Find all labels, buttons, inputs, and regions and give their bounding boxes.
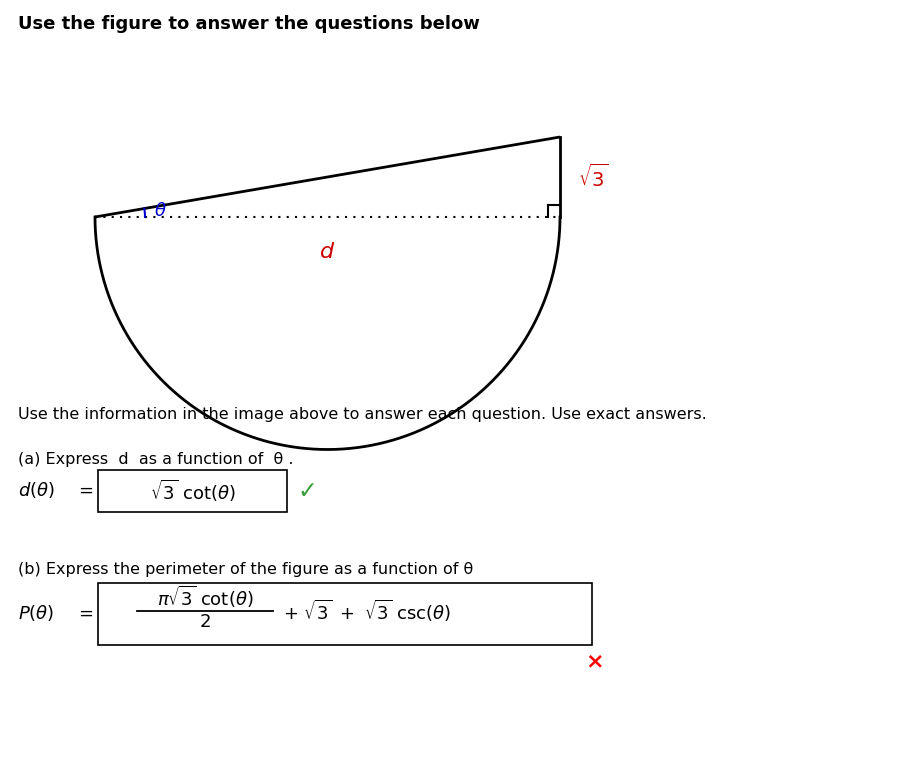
Text: $=$: $=$ — [75, 604, 93, 622]
Text: ✓: ✓ — [297, 479, 317, 503]
Text: $d$: $d$ — [319, 242, 335, 262]
Text: $2$: $2$ — [199, 613, 211, 631]
FancyBboxPatch shape — [98, 470, 287, 512]
Text: $\sqrt{3}$: $\sqrt{3}$ — [578, 163, 609, 190]
Text: $\theta$: $\theta$ — [154, 202, 167, 221]
Text: $d(\theta)$: $d(\theta)$ — [18, 480, 55, 500]
Text: $=$: $=$ — [75, 481, 93, 499]
FancyBboxPatch shape — [98, 583, 592, 645]
Text: $+\ \sqrt{3}\ +\ \sqrt{3}\ \mathrm{csc}(\theta)$: $+\ \sqrt{3}\ +\ \sqrt{3}\ \mathrm{csc}(… — [283, 598, 451, 624]
Text: $\sqrt{3}\ \mathrm{cot}(\theta)$: $\sqrt{3}\ \mathrm{cot}(\theta)$ — [150, 478, 235, 504]
Text: Use the figure to answer the questions below: Use the figure to answer the questions b… — [18, 15, 480, 33]
Text: (b) Express the perimeter of the figure as a function of θ: (b) Express the perimeter of the figure … — [18, 562, 474, 577]
Text: (a) Express  d  as a function of  θ .: (a) Express d as a function of θ . — [18, 452, 293, 467]
Text: ×: × — [586, 651, 605, 671]
Text: Use the information in the image above to answer each question. Use exact answer: Use the information in the image above t… — [18, 407, 707, 422]
Text: $\pi\sqrt{3}\ \mathrm{cot}(\theta)$: $\pi\sqrt{3}\ \mathrm{cot}(\theta)$ — [157, 584, 253, 610]
Text: $P(\theta)$: $P(\theta)$ — [18, 603, 55, 623]
